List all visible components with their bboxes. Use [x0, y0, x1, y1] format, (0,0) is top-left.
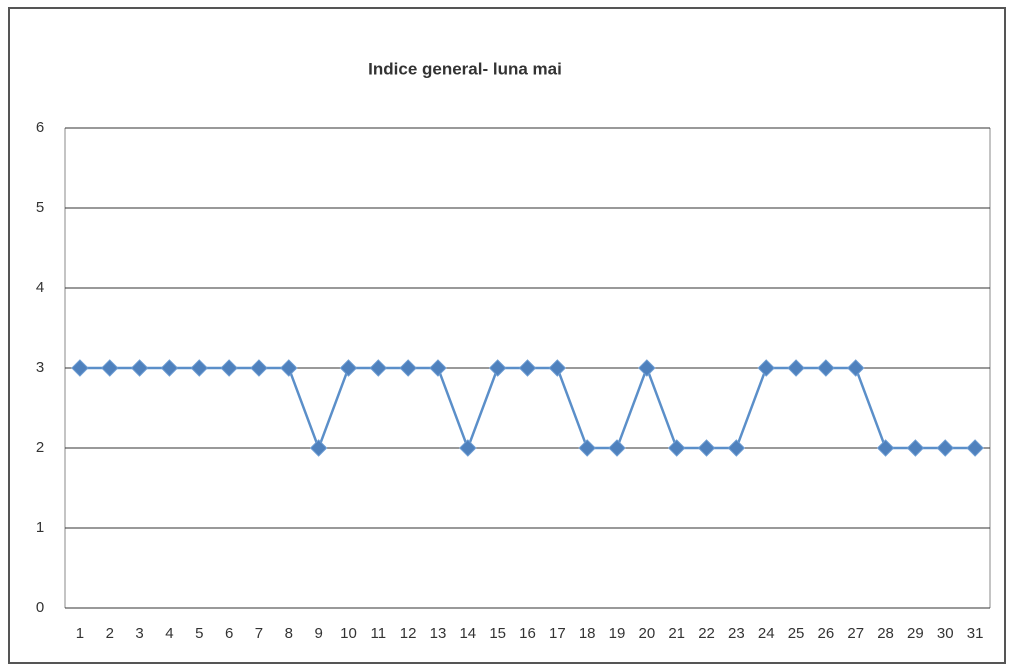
data-point [518, 359, 537, 377]
x-tick-label: 23 [728, 625, 745, 642]
x-tick-label: 31 [967, 625, 984, 642]
x-tick-label: 13 [430, 625, 447, 642]
data-point [190, 359, 208, 377]
x-tick-label: 9 [314, 625, 322, 642]
data-point [787, 359, 805, 377]
data-point [71, 359, 89, 377]
data-point [220, 359, 238, 377]
data-point [160, 359, 179, 377]
data-point [369, 359, 388, 377]
data-point [667, 439, 686, 457]
data-point [130, 359, 149, 377]
x-tick-label: 5 [195, 625, 203, 642]
data-point [638, 359, 656, 377]
y-tick-label: 2 [36, 439, 44, 456]
x-tick-label: 12 [400, 625, 417, 642]
y-tick-label: 5 [36, 199, 44, 216]
chart-title: Indice general- luna mai [368, 59, 562, 78]
x-tick-label: 21 [668, 625, 685, 642]
data-point [966, 439, 984, 457]
x-tick-label: 16 [519, 625, 536, 642]
chart-frame [8, 7, 1006, 664]
x-tick-label: 3 [135, 625, 143, 642]
x-tick-label: 27 [847, 625, 864, 642]
x-tick-label: 19 [609, 625, 626, 642]
data-point [488, 359, 507, 377]
x-tick-label: 26 [818, 625, 835, 642]
data-point [608, 439, 626, 457]
data-point [101, 359, 119, 377]
x-tick-label: 4 [165, 625, 173, 642]
data-point [429, 359, 447, 377]
data-point [757, 359, 775, 377]
x-tick-label: 22 [698, 625, 715, 642]
y-tick-label: 1 [36, 519, 44, 536]
x-tick-label: 7 [255, 625, 263, 642]
data-point [906, 439, 925, 457]
data-point [399, 359, 417, 377]
data-point [727, 439, 746, 457]
y-tick-label: 0 [36, 599, 44, 616]
data-point [459, 439, 477, 457]
x-tick-label: 25 [788, 625, 805, 642]
x-tick-label: 18 [579, 625, 596, 642]
data-point [250, 359, 268, 377]
x-tick-label: 8 [285, 625, 293, 642]
data-point [936, 439, 954, 457]
x-tick-label: 11 [371, 625, 387, 642]
data-point [280, 359, 298, 377]
data-point [697, 439, 716, 457]
data-point [309, 439, 328, 457]
x-tick-label: 15 [489, 625, 506, 642]
x-tick-label: 2 [106, 625, 114, 642]
data-point [578, 439, 596, 457]
y-tick-label: 3 [36, 359, 44, 376]
x-tick-label: 14 [459, 625, 476, 642]
x-tick-label: 1 [76, 625, 84, 642]
y-tick-label: 6 [36, 119, 44, 136]
y-tick-label: 4 [36, 279, 44, 296]
data-point [876, 439, 895, 457]
x-tick-label: 17 [549, 625, 566, 642]
data-point [548, 359, 567, 377]
x-tick-label: 29 [907, 625, 924, 642]
x-tick-label: 20 [639, 625, 656, 642]
x-tick-label: 28 [877, 625, 894, 642]
x-tick-label: 24 [758, 625, 775, 642]
x-tick-label: 6 [225, 625, 233, 642]
x-tick-label: 30 [937, 625, 954, 642]
x-tick-label: 10 [340, 625, 357, 642]
data-point [817, 359, 835, 377]
data-point [847, 359, 865, 377]
data-point [339, 359, 358, 377]
